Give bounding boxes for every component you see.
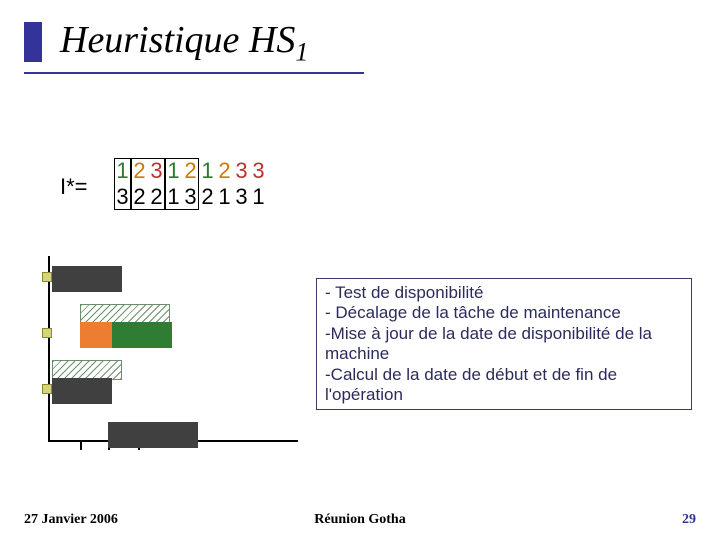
matrix-group-box [114,158,131,210]
notes-line: -Mise à jour de la date de disponibilité… [325,324,683,365]
matrix-group-box [131,158,165,210]
matrix-cell: 3 [250,158,267,184]
matrix-cell: 1 [216,184,233,210]
matrix-cell: 2 [199,184,216,210]
title-underline [24,72,364,74]
gantt-bar [52,266,122,292]
page-title: Heuristique HS1 [60,18,308,68]
istar-label: I*= [60,174,88,200]
notes-line: -Calcul de la date de début et de fin de… [325,365,683,406]
footer-page-number: 29 [682,512,696,528]
title-sub: 1 [295,38,308,67]
notes-line: - Test de disponibilité [325,283,683,303]
gantt-row-marker [42,272,52,282]
title-main: Heuristique HS [60,19,295,61]
gantt-bar [112,322,172,348]
gantt-bar [80,322,112,348]
matrix-cell: 3 [233,184,250,210]
sequence-matrix: 123121233322132131 [114,158,267,210]
matrix-cell: 2 [216,158,233,184]
matrix-cell: 1 [250,184,267,210]
gantt-hatch-bar [80,304,170,324]
title-accent-bar [24,22,42,62]
notes-line: - Décalage de la tâche de maintenance [325,303,683,323]
gantt-yaxis [48,256,50,442]
notes-box: - Test de disponibilité- Décalage de la … [316,278,692,410]
gantt-chart [30,256,310,456]
matrix-cell: 1 [199,158,216,184]
gantt-hatch-bar [52,360,122,380]
footer-meeting: Réunion Gotha [0,512,720,528]
gantt-bar [108,422,198,448]
matrix-group-box [165,158,199,210]
gantt-row-marker [42,384,52,394]
gantt-tick [80,440,82,450]
gantt-bar [52,378,112,404]
gantt-row-marker [42,328,52,338]
matrix-cell: 3 [233,158,250,184]
